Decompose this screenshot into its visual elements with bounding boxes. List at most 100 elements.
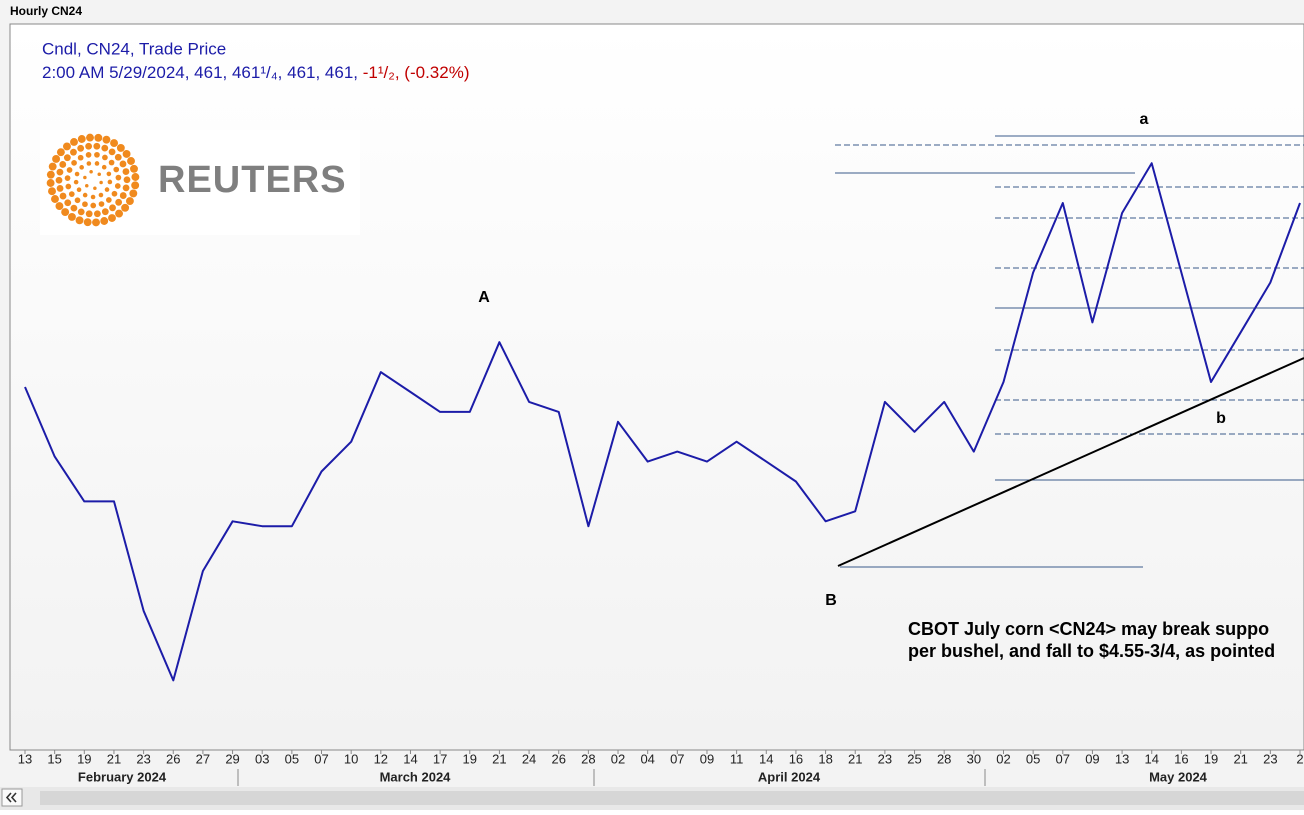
- note: CBOT July corn <CN24> may break suppo: [908, 619, 1269, 639]
- logo-dot: [101, 144, 109, 152]
- logo-dot: [119, 192, 127, 199]
- logo-dot: [94, 151, 100, 158]
- logo-dot: [94, 133, 103, 142]
- logo-dot: [70, 148, 77, 156]
- x-axis: 13 15 19 21 23 26 27 29 03 05 07 10 12 14 17 19 21 24 26 28…: [10, 749, 1304, 786]
- x-tick-label: 19: [1204, 751, 1218, 766]
- logo-dot: [83, 175, 87, 180]
- logo-dot: [90, 194, 96, 200]
- logo-dot: [106, 171, 112, 177]
- x-tick-label: 27: [196, 751, 210, 766]
- x-tick-label: 14: [403, 751, 417, 766]
- logo-dot: [46, 179, 55, 187]
- logo-dot: [125, 197, 134, 206]
- x-tick-label: 05: [285, 751, 299, 766]
- logo-dot: [46, 170, 55, 179]
- logo-dot: [98, 201, 105, 207]
- logo-dot: [131, 173, 140, 181]
- wave-label: B: [825, 592, 837, 609]
- scroll-thumb[interactable]: [40, 791, 1304, 805]
- logo-dot: [93, 210, 101, 218]
- logo-dot: [68, 191, 75, 197]
- month-label: May 2024: [1149, 769, 1208, 784]
- logo-dot: [114, 183, 121, 189]
- x-tick-label: 19: [463, 751, 477, 766]
- logo-dot: [85, 152, 92, 158]
- logo-dot: [102, 154, 108, 161]
- x-tick-label: 13: [18, 751, 32, 766]
- logo-dot: [74, 197, 81, 204]
- logo-dot: [74, 171, 80, 177]
- logo-bg: [40, 130, 360, 235]
- logo-dot: [82, 201, 88, 208]
- logo-dot: [56, 168, 64, 176]
- x-tick-label: 16: [1174, 751, 1188, 766]
- logo-dot: [70, 204, 78, 212]
- x-tick-label: 02: [611, 751, 625, 766]
- logo-dot: [77, 144, 85, 152]
- logo-dot: [61, 208, 70, 217]
- x-tick-label: 07: [314, 751, 328, 766]
- window-title: Hourly CN24: [10, 4, 82, 18]
- x-tick-label: 04: [640, 751, 654, 766]
- wave-label: a: [1140, 111, 1149, 128]
- logo-dot: [73, 179, 79, 185]
- x-tick-label: 29: [225, 751, 239, 766]
- x-tick-label: 12: [374, 751, 388, 766]
- logo-dot: [102, 135, 111, 144]
- logo-dot: [64, 175, 71, 181]
- logo-dot: [130, 164, 138, 173]
- logo-dot: [82, 192, 88, 198]
- logo-dot: [90, 202, 97, 209]
- logo-dot: [66, 167, 73, 173]
- x-tick-label: 23: [878, 751, 892, 766]
- logo-dot: [115, 174, 122, 181]
- x-tick-label: 13: [1115, 751, 1129, 766]
- x-tick-label: 26: [551, 751, 565, 766]
- x-tick-label: 30: [967, 751, 981, 766]
- x-tick-label: 23: [1263, 751, 1277, 766]
- logo-dot: [67, 212, 76, 221]
- logo-dot: [104, 187, 110, 192]
- logo: REUTERS: [40, 130, 360, 235]
- logo-dot: [65, 183, 72, 190]
- x-tick-label: 2: [1296, 751, 1303, 766]
- logo-dot: [55, 202, 64, 211]
- logo-dot: [111, 190, 118, 197]
- wave-label: A: [478, 289, 490, 306]
- x-tick-label: 02: [996, 751, 1010, 766]
- logo-dot: [94, 161, 100, 166]
- logo-dot: [56, 148, 65, 157]
- x-tick-label: 21: [1233, 751, 1247, 766]
- logo-dot: [99, 180, 103, 185]
- x-tick-label: 10: [344, 751, 358, 766]
- logo-dot: [62, 142, 71, 151]
- logo-dot: [77, 154, 84, 161]
- x-tick-label: 18: [818, 751, 832, 766]
- x-tick-label: 24: [522, 751, 536, 766]
- logo-dot: [108, 214, 116, 222]
- logo-dot: [122, 149, 131, 158]
- logo-dot: [70, 138, 78, 146]
- x-tick-label: 07: [670, 751, 684, 766]
- wave-label: b: [1216, 410, 1226, 427]
- month-label: February 2024: [78, 769, 167, 784]
- logo-dot: [56, 185, 64, 192]
- logo-dot: [93, 142, 101, 150]
- x-tick-label: 11: [730, 751, 744, 766]
- x-tick-label: 09: [1085, 751, 1099, 766]
- logo-dot: [121, 203, 130, 212]
- logo-dot: [64, 199, 72, 207]
- logo-dot: [83, 218, 92, 227]
- logo-dot: [77, 135, 86, 143]
- logo-dot: [93, 186, 97, 191]
- logo-dot: [71, 160, 77, 166]
- logo-dot: [59, 192, 67, 200]
- x-tick-label: 21: [107, 751, 121, 766]
- logo-dot: [119, 160, 127, 168]
- logo-dot: [75, 216, 84, 225]
- logo-dot: [127, 157, 135, 165]
- logo-dot: [48, 162, 57, 171]
- logo-dot: [114, 153, 122, 161]
- logo-dot: [59, 161, 67, 168]
